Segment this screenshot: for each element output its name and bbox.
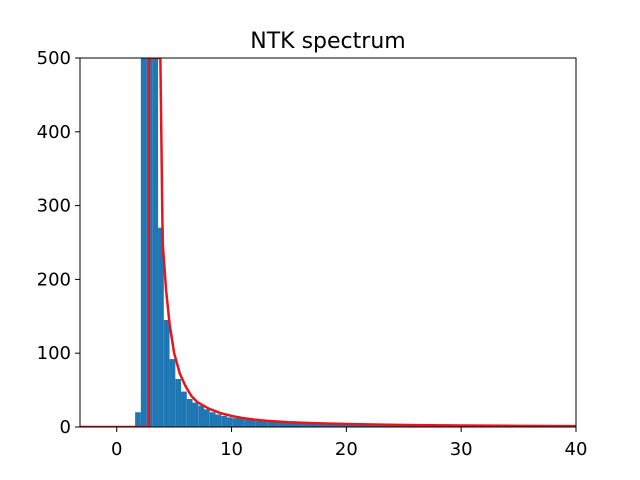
histogram-bar [181, 391, 187, 427]
x-tick-label: 10 [220, 439, 243, 460]
density-curve [80, 58, 576, 427]
histogram-bar [209, 412, 216, 427]
x-tick-label: 40 [565, 439, 588, 460]
histogram-bar [244, 419, 256, 427]
histogram-bar [255, 420, 268, 427]
y-tick-label: 200 [37, 269, 71, 290]
y-tick-label: 300 [37, 196, 71, 217]
axes-frame [79, 57, 577, 428]
histogram-bar [192, 402, 199, 427]
x-tick-label: 20 [335, 439, 358, 460]
y-axis: 0 100 200 300 400 500 [37, 48, 80, 438]
y-tick-label: 500 [37, 48, 71, 69]
histogram-bar [232, 418, 245, 427]
y-tick-label: 100 [37, 343, 71, 364]
histogram-bar [140, 58, 147, 427]
density-curve-layer [80, 58, 576, 427]
histogram-bar [169, 359, 176, 427]
histogram-bar [158, 227, 164, 427]
chart-title: NTK spectrum [250, 29, 405, 54]
histogram-bar [215, 414, 222, 427]
histogram-bar [163, 319, 170, 427]
x-tick-label: 0 [111, 439, 122, 460]
x-axis: 0 10 20 30 40 [111, 427, 587, 460]
histogram-bar [301, 422, 325, 427]
x-tick-label: 30 [450, 439, 473, 460]
y-tick-label: 400 [37, 122, 71, 143]
histogram-bar [204, 409, 210, 427]
histogram-bar [135, 412, 141, 427]
histogram-bar [221, 415, 227, 427]
y-tick-label: 0 [60, 417, 71, 438]
histogram-bar [278, 421, 302, 427]
histogram-bar [226, 417, 233, 427]
histogram-bar [324, 423, 348, 427]
histogram-bar [198, 405, 204, 427]
histogram-bar [267, 421, 279, 427]
histogram-bar [152, 58, 159, 427]
histogram-bar [186, 398, 193, 427]
plot-area [135, 58, 576, 427]
histogram-bar [175, 379, 182, 427]
